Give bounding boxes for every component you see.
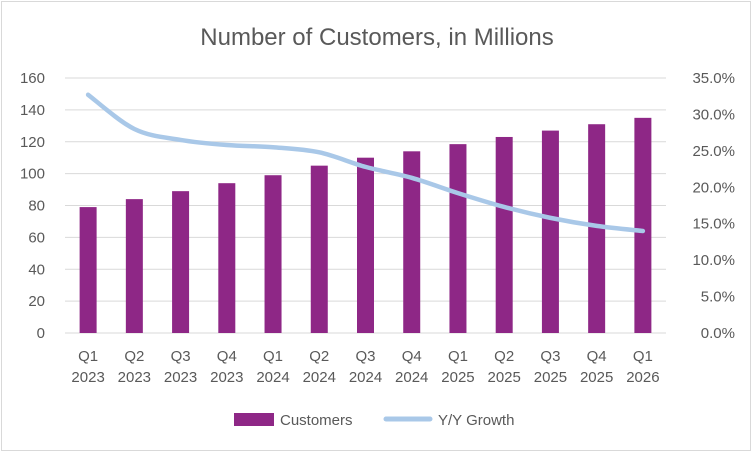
legend-label-yy-growth: Y/Y Growth (438, 412, 514, 429)
bar-customers (218, 183, 236, 333)
legend-label-customers: Customers (280, 412, 353, 429)
right-tick-label: 30.0% (692, 106, 735, 123)
x-tick-label: Q1 2026 (626, 348, 659, 386)
left-tick-label: 40 (28, 261, 45, 278)
bar-customers (357, 157, 374, 333)
right-tick-label: 0.0% (701, 325, 735, 342)
left-tick-label: 20 (28, 293, 45, 310)
right-tick-label: 35.0% (692, 70, 735, 87)
bar-customers (449, 144, 467, 333)
left-tick-label: 0 (37, 325, 45, 342)
x-tick-label: Q2 2024 (303, 348, 336, 386)
x-tick-label: Q2 2025 (488, 348, 521, 386)
right-tick-label: 5.0% (701, 289, 735, 306)
right-tick-label: 15.0% (692, 216, 735, 233)
bar-series-customers (79, 117, 652, 333)
left-tick-label: 80 (28, 198, 45, 215)
bar-customers (310, 165, 328, 333)
x-tick-label: Q4 2023 (210, 348, 243, 386)
legend-swatch-customers (234, 413, 274, 426)
line-yy-growth (85, 92, 646, 234)
right-tick-label: 20.0% (692, 179, 735, 196)
bar-customers (634, 117, 652, 333)
bar-customers (403, 151, 421, 333)
x-tick-label: Q4 2024 (395, 348, 428, 386)
x-tick-label: Q3 2025 (534, 348, 567, 386)
x-tick-label: Q2 2023 (118, 348, 151, 386)
x-tick-label: Q4 2025 (580, 348, 613, 386)
legend: Customers Y/Y Growth (234, 412, 514, 429)
left-axis-ticks: 0 20 40 60 80 100 120 140 160 (20, 70, 45, 342)
x-tick-label: Q3 2023 (164, 348, 197, 386)
left-tick-label: 100 (20, 166, 45, 183)
left-tick-label: 60 (28, 229, 45, 246)
bar-customers (172, 191, 190, 333)
x-tick-label: Q1 2025 (441, 348, 474, 386)
bar-customers (588, 124, 606, 333)
x-tick-label: Q1 2024 (256, 348, 289, 386)
bar-customers (264, 175, 282, 333)
line-series-yy-growth (85, 92, 646, 234)
left-tick-label: 120 (20, 134, 45, 151)
left-tick-label: 140 (20, 102, 45, 119)
chart-title: Number of Customers, in Millions (200, 24, 553, 51)
bar-customers (79, 207, 97, 333)
left-tick-label: 160 (20, 70, 45, 87)
x-tick-label: Q3 2024 (349, 348, 382, 386)
right-tick-label: 25.0% (692, 143, 735, 160)
bar-customers (125, 199, 143, 333)
right-axis-ticks: 0.0% 5.0% 10.0% 15.0% 20.0% 25.0% 30.0% 35.0% (692, 70, 735, 342)
bar-customers (495, 136, 513, 333)
x-axis-ticks: Q1 2023 Q2 2023 Q3 2023 Q4 2023 Q1 2024 Q2 2024 Q3 20… (71, 348, 659, 386)
x-tick-label: Q1 2023 (71, 348, 104, 386)
bar-customers (541, 130, 559, 333)
right-tick-label: 10.0% (692, 252, 735, 269)
